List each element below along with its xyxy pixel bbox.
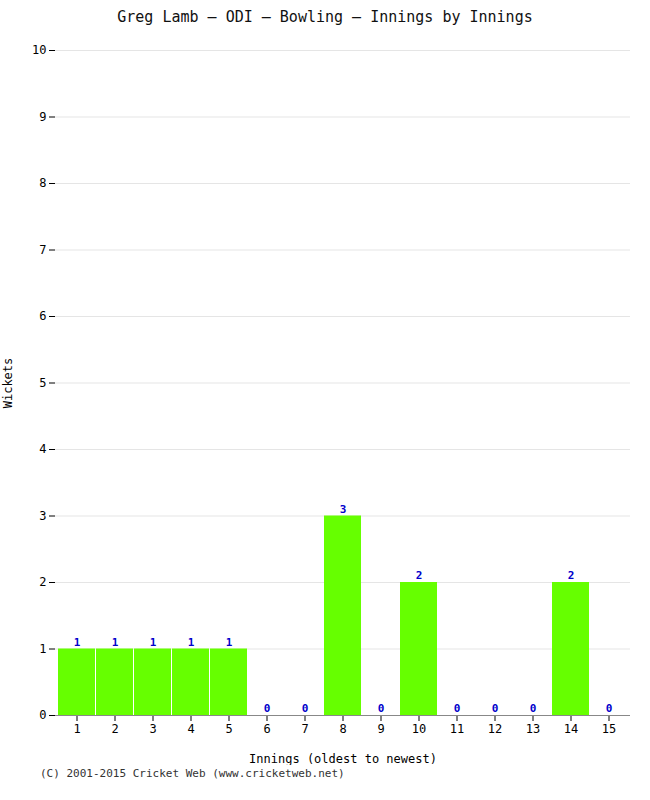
- svg-text:9: 9: [377, 722, 384, 736]
- svg-text:7: 7: [301, 722, 308, 736]
- svg-text:2: 2: [39, 575, 46, 589]
- svg-text:8: 8: [339, 722, 346, 736]
- svg-text:2: 2: [111, 722, 118, 736]
- svg-text:0: 0: [606, 702, 613, 715]
- svg-text:8: 8: [39, 176, 46, 190]
- svg-text:0: 0: [492, 702, 499, 715]
- svg-text:1: 1: [226, 636, 233, 649]
- svg-text:0: 0: [454, 702, 461, 715]
- svg-text:14: 14: [564, 722, 578, 736]
- svg-text:12: 12: [488, 722, 502, 736]
- svg-text:2: 2: [416, 569, 423, 582]
- svg-text:2: 2: [568, 569, 575, 582]
- svg-text:0: 0: [264, 702, 271, 715]
- svg-text:0: 0: [530, 702, 537, 715]
- svg-text:1: 1: [74, 636, 81, 649]
- svg-text:0: 0: [378, 702, 385, 715]
- svg-text:7: 7: [39, 243, 46, 257]
- svg-text:6: 6: [263, 722, 270, 736]
- svg-text:1: 1: [73, 722, 80, 736]
- svg-text:6: 6: [39, 309, 46, 323]
- html-text:Greg Lamb – ODI – Bowling – In: Greg Lamb – ODI – Bowling – Innings by I…: [117, 8, 533, 26]
- svg-text:Innings (oldest to newest): Innings (oldest to newest): [249, 752, 437, 766]
- svg-text:5: 5: [39, 376, 46, 390]
- svg-text:1: 1: [188, 636, 195, 649]
- svg-text:11: 11: [450, 722, 464, 736]
- svg-text:5: 5: [225, 722, 232, 736]
- svg-text:3: 3: [39, 509, 46, 523]
- svg-text:0: 0: [302, 702, 309, 715]
- svg-text:3: 3: [149, 722, 156, 736]
- svg-text:1: 1: [39, 642, 46, 656]
- svg-text:13: 13: [526, 722, 540, 736]
- svg-text:10: 10: [412, 722, 426, 736]
- html-text:(C) 2001-2015 Cricket Web (www: (C) 2001-2015 Cricket Web (www.cricketwe…: [40, 767, 345, 780]
- svg-text:3: 3: [340, 503, 347, 516]
- svg-text:4: 4: [39, 442, 46, 456]
- svg-text:4: 4: [187, 722, 194, 736]
- svg-text:9: 9: [39, 110, 46, 124]
- svg-text:10: 10: [32, 43, 46, 57]
- svg-text:1: 1: [150, 636, 157, 649]
- svg-text:Wickets: Wickets: [1, 358, 15, 409]
- svg-text:1: 1: [112, 636, 119, 649]
- svg-text:0: 0: [39, 708, 46, 722]
- svg-text:15: 15: [602, 722, 616, 736]
